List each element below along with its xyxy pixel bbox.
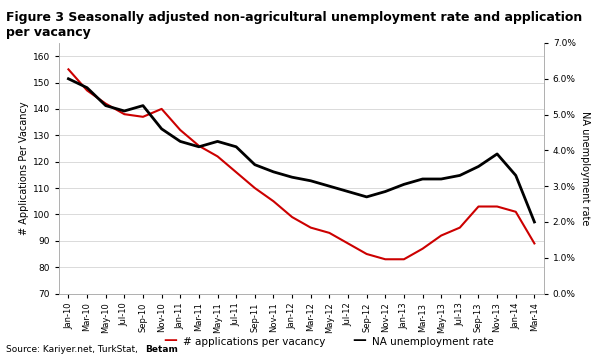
# applications per vacancy <box>400 257 407 261</box>
NA unemployment rate <box>270 170 277 174</box>
# applications per vacancy <box>363 252 370 256</box>
Text: —: — <box>164 333 177 347</box>
Text: —: — <box>353 333 366 347</box>
NA unemployment rate <box>65 77 72 81</box>
NA unemployment rate <box>214 139 221 144</box>
# applications per vacancy <box>214 154 221 159</box>
# applications per vacancy <box>493 204 501 209</box>
# applications per vacancy <box>102 101 109 106</box>
Text: Figure 3 Seasonally adjusted non-agricultural unemployment rate and application : Figure 3 Seasonally adjusted non-agricul… <box>6 11 582 39</box>
NA unemployment rate <box>345 189 352 194</box>
# applications per vacancy <box>158 107 165 111</box>
Line: NA unemployment rate: NA unemployment rate <box>69 79 534 222</box>
NA unemployment rate <box>475 164 482 169</box>
# applications per vacancy <box>65 67 72 72</box>
Y-axis label: # Applications Per Vacancy: # Applications Per Vacancy <box>19 101 28 235</box>
NA unemployment rate <box>419 177 426 181</box>
# applications per vacancy <box>512 210 519 214</box>
NA unemployment rate <box>456 173 463 178</box>
# applications per vacancy <box>233 170 240 174</box>
NA unemployment rate <box>307 179 314 183</box>
NA unemployment rate <box>83 86 90 90</box>
NA unemployment rate <box>158 127 165 131</box>
# applications per vacancy <box>139 115 147 119</box>
# applications per vacancy <box>345 241 352 246</box>
NA unemployment rate <box>438 177 445 181</box>
Y-axis label: NA unemployment rate: NA unemployment rate <box>580 111 590 226</box>
Text: NA unemployment rate: NA unemployment rate <box>372 337 494 347</box>
# applications per vacancy <box>196 144 203 148</box>
NA unemployment rate <box>102 103 109 108</box>
NA unemployment rate <box>121 109 128 113</box>
Text: # applications per vacancy: # applications per vacancy <box>183 337 326 347</box>
NA unemployment rate <box>512 173 519 178</box>
# applications per vacancy <box>121 112 128 116</box>
NA unemployment rate <box>177 139 184 144</box>
Line: # applications per vacancy: # applications per vacancy <box>69 69 534 259</box>
# applications per vacancy <box>326 231 333 235</box>
NA unemployment rate <box>288 175 296 179</box>
# applications per vacancy <box>382 257 389 261</box>
# applications per vacancy <box>475 204 482 209</box>
NA unemployment rate <box>326 184 333 188</box>
# applications per vacancy <box>438 233 445 238</box>
NA unemployment rate <box>363 195 370 199</box>
# applications per vacancy <box>307 226 314 230</box>
NA unemployment rate <box>382 189 389 194</box>
NA unemployment rate <box>233 145 240 149</box>
Text: Betam: Betam <box>145 345 178 354</box>
NA unemployment rate <box>531 220 538 224</box>
NA unemployment rate <box>400 182 407 187</box>
# applications per vacancy <box>531 241 538 246</box>
NA unemployment rate <box>251 163 258 167</box>
# applications per vacancy <box>177 128 184 132</box>
# applications per vacancy <box>270 199 277 203</box>
NA unemployment rate <box>493 152 501 156</box>
# applications per vacancy <box>251 186 258 190</box>
# applications per vacancy <box>83 88 90 93</box>
# applications per vacancy <box>288 215 296 219</box>
# applications per vacancy <box>456 226 463 230</box>
Text: Source: Kariyer.net, TurkStat,: Source: Kariyer.net, TurkStat, <box>6 345 141 354</box>
# applications per vacancy <box>419 247 426 251</box>
NA unemployment rate <box>196 145 203 149</box>
NA unemployment rate <box>139 103 147 108</box>
